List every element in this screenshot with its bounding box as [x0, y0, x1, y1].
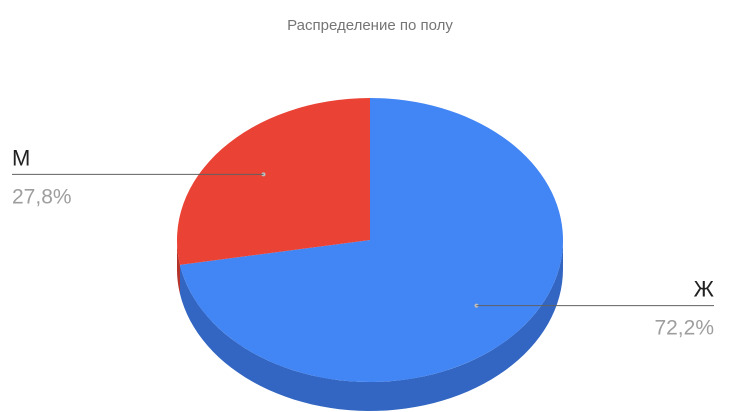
- pie-slice-1: [179, 98, 564, 382]
- slice-label-1: Ж: [694, 277, 715, 302]
- pie-side-1: [179, 240, 564, 411]
- slice-label-2: М: [12, 145, 30, 170]
- slice-value-2: 27,8%: [12, 185, 72, 208]
- pie-labels: Ж 72,2% М 27,8%: [12, 145, 715, 340]
- pie-slice-2: [177, 98, 370, 265]
- pie-depth-layer: [177, 240, 564, 411]
- pie-slices: [177, 98, 564, 382]
- chart-title: Распределение по полу: [287, 17, 453, 34]
- slice-value-1: 72,2%: [654, 317, 714, 340]
- pie-side-2: [177, 240, 180, 294]
